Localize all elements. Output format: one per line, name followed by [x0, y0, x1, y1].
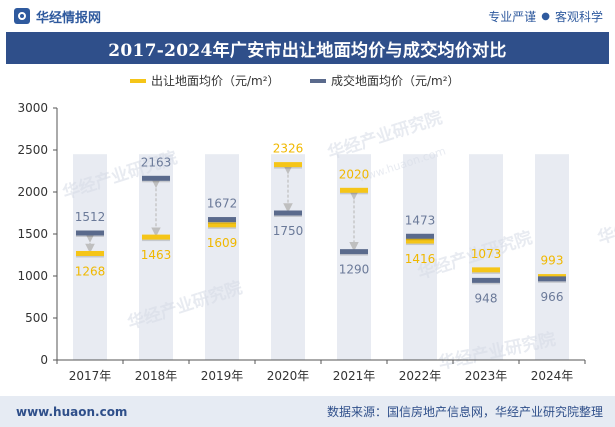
marker-bar-shadow [142, 180, 170, 183]
marker-bar-series-1 [538, 276, 566, 282]
marker-bar-shadow [406, 238, 434, 241]
x-tick-label: 2019年 [201, 369, 244, 383]
footer-website[interactable]: www.huaon.com [16, 404, 128, 419]
footer: www.huaon.com 数据来源：国信房地产信息网，华经产业研究院整理 [0, 396, 615, 427]
marker-bar-shadow [142, 239, 170, 242]
data-label-series-1: 1512 [75, 210, 106, 224]
marker-bar-series-1 [208, 217, 236, 223]
tagline-left: 专业严谨 [488, 9, 537, 24]
y-tick-label: 2000 [17, 185, 48, 199]
x-tick-label: 2018年 [135, 369, 178, 383]
data-label-series-0: 1073 [471, 247, 502, 261]
y-tick-label: 3000 [17, 101, 48, 115]
brand-name: 华经情报网 [36, 10, 102, 26]
marker-bar-shadow [76, 235, 104, 237]
marker-bar-series-1 [340, 249, 368, 255]
data-label-series-0: 1463 [141, 248, 172, 262]
x-tick-label: 2020年 [267, 369, 310, 383]
data-source: 数据来源：国信房地产信息网，华经产业研究院整理 [326, 405, 603, 419]
bg-column [337, 154, 371, 360]
bg-column [73, 154, 107, 360]
brand[interactable]: 华经情报网 [14, 7, 101, 26]
marker-bar-shadow [472, 272, 500, 274]
tagline: 专业严谨 ● 客观科学 [488, 8, 603, 25]
data-label-series-1: 1473 [405, 213, 436, 227]
legend-label-1: 成交地面均价（元/m²） [331, 73, 460, 88]
data-label-series-1: 2163 [141, 155, 172, 169]
marker-bar-shadow [406, 243, 434, 246]
data-label-series-0: 2326 [273, 142, 304, 156]
marker-bar-series-0 [274, 162, 302, 168]
bg-column [403, 154, 437, 360]
marker-bar-series-1 [472, 277, 500, 283]
data-label-series-1: 948 [475, 291, 498, 305]
marker-bar-shadow [538, 281, 566, 283]
marker-bar-series-1 [406, 233, 434, 239]
data-label-series-1: 1290 [339, 263, 370, 277]
marker-bar-series-1 [274, 210, 302, 216]
data-label-series-0: 1609 [207, 236, 238, 250]
data-label-series-0: 1416 [405, 252, 436, 266]
bg-column [535, 154, 569, 360]
marker-bar-shadow [76, 255, 104, 258]
marker-bar-series-0 [208, 222, 236, 228]
data-label-series-0: 1268 [75, 264, 106, 278]
y-tick-label: 0 [40, 353, 48, 367]
watermark-text: 华经产业研究院 [595, 192, 615, 249]
marker-bar-series-0 [76, 250, 104, 256]
marker-bar-shadow [208, 222, 236, 224]
marker-bar-series-0 [472, 267, 500, 273]
data-label-series-1: 1750 [273, 224, 304, 238]
x-tick-label: 2024年 [531, 369, 574, 383]
huajing-logo-icon [14, 8, 30, 24]
y-tick-label: 2500 [17, 143, 48, 157]
marker-bar-series-0 [406, 238, 434, 244]
top-bar: 华经情报网 专业严谨 ● 客观科学 [0, 0, 615, 32]
marker-bar-shadow [340, 192, 368, 195]
x-tick-label: 2023年 [465, 369, 508, 383]
marker-bar-series-0 [340, 187, 368, 193]
y-tick-label: 1500 [17, 227, 48, 241]
chart-title: 2017-2024年广安市出让地面均价与成交均价对比 [108, 40, 507, 61]
data-label-series-1: 1672 [207, 197, 238, 211]
marker-bar-shadow [274, 167, 302, 169]
legend-label-0: 出让地面均价（元/m²） [151, 74, 280, 88]
x-tick-label: 2017年 [69, 369, 112, 383]
bg-column [205, 154, 239, 360]
title-band: 2017-2024年广安市出让地面均价与成交均价对比 [6, 32, 609, 64]
marker-bar-shadow [472, 282, 500, 285]
marker-bar-series-1 [142, 175, 170, 181]
data-label-series-0: 993 [541, 254, 564, 268]
marker-bar-shadow [340, 254, 368, 256]
marker-bar-series-1 [76, 230, 104, 236]
y-tick-label: 1000 [17, 269, 48, 283]
y-tick-label: 500 [25, 311, 48, 325]
bg-column [469, 154, 503, 360]
marker-bar-shadow [274, 215, 302, 217]
data-label-series-0: 2020 [339, 167, 370, 181]
tagline-right: 客观科学 [554, 9, 603, 24]
marker-bar-shadow [208, 227, 236, 229]
data-label-series-1: 966 [541, 290, 564, 304]
tagline-separator-dot: ● [541, 10, 550, 22]
x-tick-label: 2022年 [399, 369, 442, 383]
chart-svg: 出让地面均价（元/m²） 成交地面均价（元/m²）华经产业研究院华经产业研究院华经… [17, 73, 615, 383]
x-tick-label: 2021年 [333, 369, 376, 383]
marker-bar-series-0 [142, 234, 170, 240]
